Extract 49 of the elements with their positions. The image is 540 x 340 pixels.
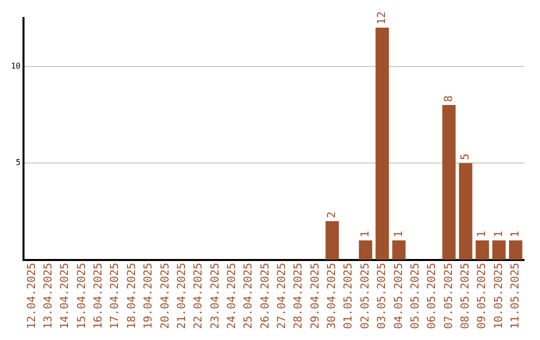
x-tick-label: 13.04.2025 (42, 262, 55, 330)
x-tick-label: 29.04.2025 (308, 262, 322, 330)
x-tick-label: 03.05.2025 (375, 262, 388, 330)
x-tick-label: 18.04.2025 (124, 262, 138, 330)
x-tick-label: 04.05.2025 (392, 262, 405, 330)
bar (458, 163, 472, 260)
x-tick-label: 17.04.2025 (108, 262, 122, 330)
x-tick-label: 26.04.2025 (258, 262, 272, 330)
bar (492, 240, 506, 260)
y-tick-label: 10 (10, 61, 21, 70)
x-tick-label: 08.05.2025 (458, 262, 472, 330)
x-tick-label: 12.04.2025 (24, 262, 38, 330)
x-tick-label: 24.04.2025 (224, 262, 238, 330)
data-label: 1 (492, 230, 505, 238)
x-tick-label: 05.05.2025 (408, 262, 422, 330)
x-tick-label: 25.04.2025 (242, 262, 255, 330)
data-label: 2 (325, 211, 338, 218)
x-tick-label: 11.05.2025 (508, 262, 522, 330)
x-tick-label: 28.04.2025 (292, 262, 305, 330)
bar (376, 28, 389, 260)
x-tick-label: 09.05.2025 (475, 262, 488, 330)
bar (508, 240, 522, 260)
bar (358, 240, 372, 260)
x-tick-label: 14.04.2025 (58, 262, 72, 330)
x-tick-label: 10.05.2025 (492, 262, 505, 330)
bar (442, 105, 456, 260)
x-tick-label: 22.04.2025 (192, 262, 205, 330)
x-tick-label: 30.04.2025 (325, 262, 338, 330)
x-tick-label: 02.05.2025 (358, 262, 372, 330)
data-label: 1 (475, 230, 488, 238)
x-tick-label: 20.04.2025 (158, 262, 172, 330)
bar (326, 221, 339, 260)
x-tick-label: 19.04.2025 (142, 262, 155, 330)
x-tick-label: 06.05.2025 (425, 262, 438, 330)
data-label: 1 (392, 230, 405, 238)
x-tick-label: 16.04.2025 (92, 262, 105, 330)
data-label: 12 (375, 11, 388, 25)
x-tick-label: 21.04.2025 (174, 262, 188, 330)
x-tick-label: 23.04.2025 (208, 262, 222, 330)
bar (476, 240, 489, 260)
data-label: 8 (442, 95, 455, 102)
data-label: 1 (508, 230, 522, 238)
x-tick-label: 27.04.2025 (275, 262, 288, 330)
x-tick-label: 07.05.2025 (442, 262, 455, 330)
data-label: 1 (358, 230, 372, 238)
x-tick-label: 01.05.2025 (342, 262, 355, 330)
data-label: 5 (458, 153, 472, 160)
x-tick-label: 15.04.2025 (74, 262, 88, 330)
bar (392, 240, 406, 260)
